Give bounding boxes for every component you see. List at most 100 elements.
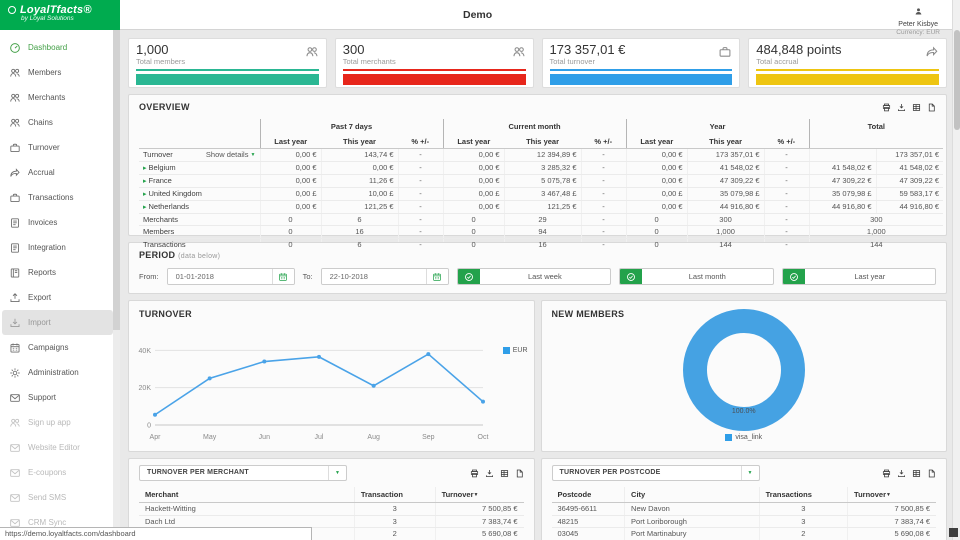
tree-expand-icon[interactable]: ▸	[143, 177, 147, 185]
user-name: Peter Kisbye	[898, 21, 938, 28]
sidebar-item-administration[interactable]: Administration	[0, 360, 120, 385]
sidebar-item-campaigns[interactable]: Campaigns	[0, 335, 120, 360]
check-circle-icon	[457, 269, 480, 284]
sidebar-item-invoices[interactable]: Invoices	[0, 210, 120, 235]
group-total: Total	[808, 119, 944, 135]
sidebar-item-integration[interactable]: Integration	[0, 235, 120, 260]
table-row: 36495-6611 New Davon 3 7 500,85 €	[551, 502, 936, 516]
briefcase-icon	[9, 142, 21, 154]
svg-text:May: May	[203, 434, 217, 441]
status-url-tooltip: https://demo.loyaltfacts.com/dashboard	[0, 527, 312, 540]
file-export-icon[interactable]	[515, 469, 524, 478]
date-from-input	[166, 268, 295, 285]
check-circle-icon	[620, 269, 643, 284]
card-value: 484,848 points	[756, 42, 842, 57]
sidebar-item-support[interactable]: Support	[0, 385, 120, 410]
sort-desc-icon: ▼	[886, 492, 891, 498]
tree-expand-icon[interactable]: ▸	[143, 164, 147, 172]
card-value: 1,000	[136, 42, 169, 57]
svg-text:Jun: Jun	[259, 434, 270, 441]
new-members-title: NEW MEMBERS	[551, 309, 625, 319]
sidebar-nav: Dashboard Members Merchants Chains Turno…	[0, 30, 120, 535]
download-icon[interactable]	[485, 469, 494, 478]
print-icon[interactable]	[882, 103, 891, 112]
page-scrollbar[interactable]	[952, 0, 960, 540]
sidebar-item-accrual[interactable]: Accrual	[0, 160, 120, 185]
table-export-icon[interactable]	[912, 103, 921, 112]
show-details-dropdown[interactable]: Show details ▼	[205, 150, 256, 159]
sidebar-scrollbar[interactable]	[113, 30, 120, 540]
tree-expand-icon[interactable]: ▸	[143, 203, 147, 211]
file-export-icon[interactable]	[927, 469, 936, 478]
table-row: Dach Ltd 3 7 383,74 €	[139, 515, 524, 528]
legend-color-swatch	[725, 434, 733, 441]
briefcase-icon	[718, 45, 732, 59]
users-icon	[9, 117, 21, 129]
group-year: Year	[625, 119, 810, 135]
users-icon	[305, 45, 319, 59]
card-value: 173 357,01 €	[549, 42, 626, 57]
sidebar-item-members[interactable]: Members	[0, 60, 120, 85]
card-color-bar	[342, 74, 526, 85]
svg-text:Jul: Jul	[315, 434, 324, 441]
sidebar-item-reports[interactable]: Reports	[0, 260, 120, 285]
last-year-button[interactable]: Last year	[781, 268, 937, 285]
file-export-icon[interactable]	[927, 103, 936, 112]
sidebar-item-send-sms[interactable]: Send SMS	[0, 485, 120, 510]
print-icon[interactable]	[882, 469, 891, 478]
export-icon	[9, 292, 21, 304]
page-scrollbar-thumb[interactable]	[954, 30, 960, 130]
sidebar-item-merchants[interactable]: Merchants	[0, 85, 120, 110]
table-export-icon[interactable]	[500, 469, 509, 478]
sidebar-item-turnover[interactable]: Turnover	[0, 135, 120, 160]
brand-logo[interactable]: LoyalTfacts® by Loyal Solutions	[0, 0, 120, 30]
table-export-icon[interactable]	[912, 469, 921, 478]
table-row: Hackett-Witting 3 7 500,85 €	[139, 502, 524, 516]
postcode-table-selector[interactable]: TURNOVER PER POSTCODE ▼	[551, 465, 760, 481]
page-title: Demo	[463, 9, 493, 21]
users-icon	[9, 417, 21, 429]
brand-circle-icon	[8, 6, 16, 14]
user-menu[interactable]: Peter Kisbye Currency: EUR	[896, 3, 940, 36]
sidebar-item-website-editor[interactable]: Website Editor	[0, 435, 120, 460]
users-icon	[512, 45, 526, 59]
overview-sub-header: Last year This year% +/- Last year This ye…	[139, 134, 944, 149]
sidebar-item-crm-sync[interactable]: CRM Sync	[0, 510, 120, 535]
scrollbar-corner	[949, 528, 958, 537]
caret-down-icon: ▼	[328, 466, 346, 480]
turnover-chart-panel: TURNOVER 0 20K 40K Apr May Jun Jul Aug Sep Oct EU…	[128, 300, 535, 452]
svg-text:40K: 40K	[139, 348, 152, 355]
postcode-table-actions	[882, 469, 936, 478]
sidebar-scrollbar-thumb[interactable]	[113, 30, 120, 330]
sidebar-item-dashboard[interactable]: Dashboard	[0, 35, 120, 60]
last-week-button[interactable]: Last week	[456, 268, 612, 285]
legend-label: visa_link	[735, 434, 763, 441]
legend-label: EUR	[512, 347, 528, 354]
overview-row-belgium: ▸ Belgium 0,00 €0,00 € - 0,00 €3 285,32 € -…	[139, 161, 944, 175]
download-icon[interactable]	[897, 103, 906, 112]
sidebar-item-e-coupons[interactable]: E-coupons	[0, 460, 120, 485]
sidebar-item-sign-up-app[interactable]: Sign up app	[0, 410, 120, 435]
to-date-field[interactable]	[321, 269, 426, 284]
svg-text:Apr: Apr	[150, 434, 162, 441]
period-title: PERIOD (data below)	[139, 250, 221, 260]
calendar-icon[interactable]	[425, 269, 448, 284]
sidebar-item-import[interactable]: Import	[2, 310, 113, 335]
from-date-field[interactable]	[167, 269, 272, 284]
card-label: Total merchants	[342, 57, 396, 66]
card-value: 300	[342, 42, 365, 57]
sidebar-item-export[interactable]: Export	[0, 285, 120, 310]
overview-table: Past 7 days Current month Year Total Las…	[139, 119, 944, 251]
print-icon[interactable]	[470, 469, 479, 478]
envelope-icon	[9, 467, 21, 479]
to-label: To:	[302, 272, 313, 281]
sidebar-item-transactions[interactable]: Transactions	[0, 185, 120, 210]
merchant-table-selector[interactable]: TURNOVER PER MERCHANT ▼	[139, 465, 347, 481]
calendar-icon[interactable]	[271, 269, 294, 284]
overview-actions	[882, 103, 936, 112]
last-month-button[interactable]: Last month	[619, 268, 774, 285]
sidebar-item-chains[interactable]: Chains	[0, 110, 120, 135]
sort-desc-icon: ▼	[473, 492, 479, 498]
download-icon[interactable]	[897, 469, 906, 478]
tree-expand-icon[interactable]: ▸	[143, 190, 147, 198]
